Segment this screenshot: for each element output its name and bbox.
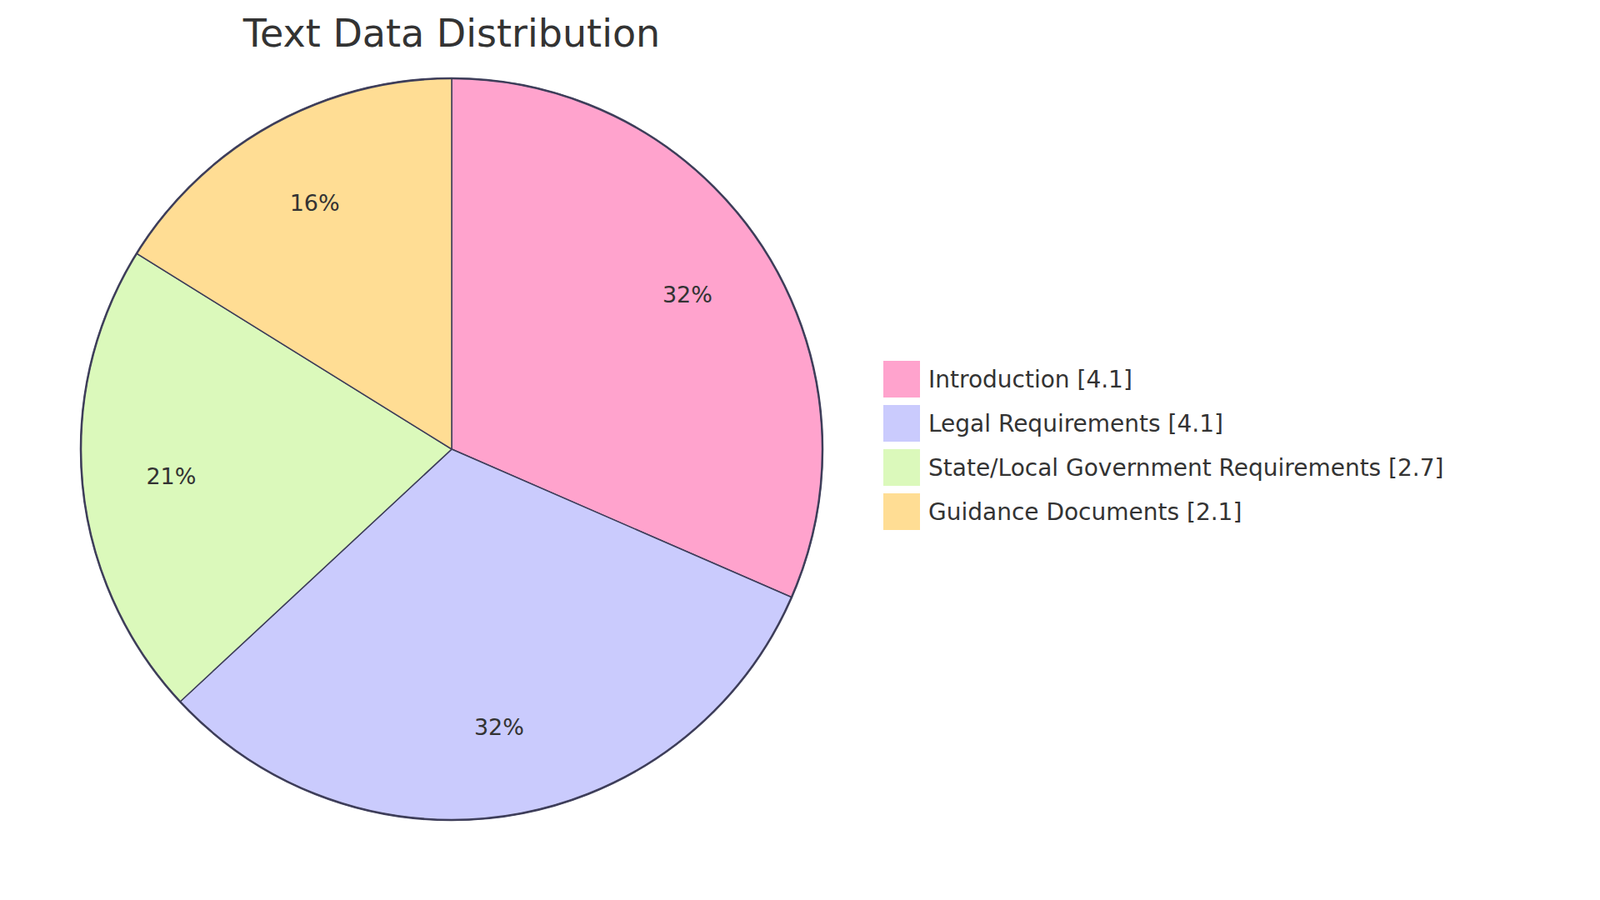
pie bbox=[80, 78, 823, 820]
legend-item: Introduction [4.1] bbox=[883, 360, 1133, 398]
legend-label: Legal Requirements [4.1] bbox=[928, 410, 1224, 438]
slice-label: 16% bbox=[290, 190, 340, 216]
legend-swatch bbox=[883, 360, 920, 398]
slice-label: 21% bbox=[145, 463, 196, 490]
pie-outline bbox=[80, 78, 823, 820]
legend-item: Legal Requirements [4.1] bbox=[883, 405, 1224, 442]
slice-labels: 32% 32% 21% 16% bbox=[145, 190, 713, 740]
legend-label: State/Local Government Requirements [2.7… bbox=[928, 454, 1444, 482]
legend-swatch bbox=[883, 405, 920, 442]
legend-item: Guidance Documents [2.1] bbox=[883, 493, 1242, 530]
legend-label: Introduction [4.1] bbox=[928, 365, 1133, 394]
chart-title: Text Data Distribution bbox=[242, 10, 660, 56]
legend-item: State/Local Government Requirements [2.7… bbox=[883, 449, 1444, 486]
legend: Introduction [4.1] Legal Requirements [4.… bbox=[883, 360, 1444, 530]
slice-label: 32% bbox=[662, 281, 713, 308]
legend-swatch bbox=[883, 449, 920, 486]
slice-label: 32% bbox=[474, 714, 525, 740]
pie-slice bbox=[136, 78, 452, 450]
legend-swatch bbox=[883, 493, 920, 530]
legend-label: Guidance Documents [2.1] bbox=[928, 498, 1242, 526]
